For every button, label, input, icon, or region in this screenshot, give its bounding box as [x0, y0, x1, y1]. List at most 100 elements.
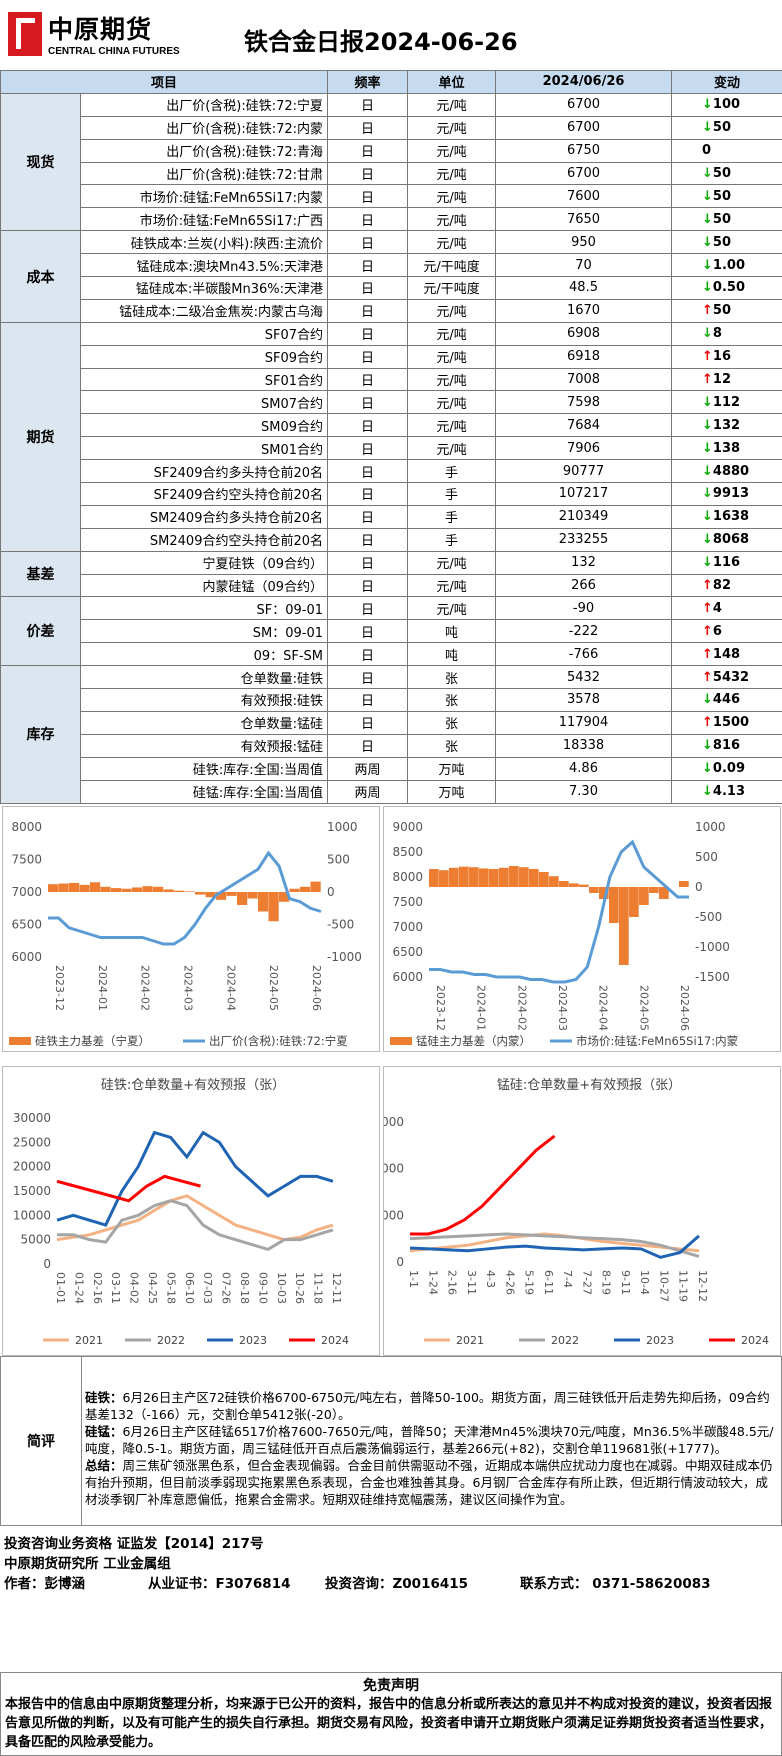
item-cell: 09：SF-SM — [79, 642, 329, 667]
frequency-cell: 两周 — [327, 779, 409, 804]
change-value: 50 — [712, 211, 732, 227]
chart-title: 锰硅:仓单数量+有效预报（张） — [497, 1078, 681, 1093]
x-tick-label: 12-11 — [330, 1272, 343, 1304]
x-tick-label: 8-19 — [600, 1270, 613, 1295]
basis-bar — [132, 887, 143, 892]
change-value: 116 — [712, 555, 741, 571]
change-cell: ↓50 — [671, 115, 782, 140]
frequency-cell: 日 — [327, 688, 409, 712]
logo-english: CENTRAL CHINA FUTURES — [48, 46, 180, 57]
x-tick-label: 2024-06 — [310, 965, 323, 1011]
change-value: 82 — [712, 578, 732, 594]
unit-cell: 手 — [407, 527, 497, 552]
table-row: 成本 硅铁成本:兰炭(小料):陕西:主流价日元/吨 950 ↓50 — [0, 230, 782, 323]
change-cell: ↓0.50 — [671, 276, 782, 300]
table-row: SM07合约日元/吨 7598 ↓112 — [1, 390, 782, 415]
arrow-up-icon: ↑ — [702, 623, 713, 639]
frequency-cell: 日 — [327, 276, 409, 300]
item-cell: 宁夏硅铁（09合约） — [79, 550, 329, 575]
value-cell: 7906 — [495, 436, 673, 461]
x-tick-label: 2024-05 — [267, 965, 280, 1011]
change-value: 0.09 — [712, 761, 745, 777]
basis-bar — [111, 888, 122, 892]
header-change: 变动 — [671, 70, 782, 94]
frequency-cell: 日 — [327, 504, 409, 529]
y-tick-label: 0 — [43, 1257, 51, 1271]
table-row: SM：09-01 日吨 -222 ↑6 — [1, 619, 782, 644]
x-tick-label: 7-4 — [561, 1270, 574, 1288]
change-value: 100 — [712, 97, 741, 113]
x-tick-label: 2024-03 — [182, 965, 195, 1011]
value-cell: 7598 — [495, 390, 673, 415]
sm-warrant-chart: 锰硅:仓单数量+有效预报（张） 0 50000 100000 150000 1-1 1-24… — [358, 1078, 769, 1347]
value-cell: 4.86 — [495, 756, 673, 781]
legend-label: 2024 — [741, 1334, 769, 1347]
unit-cell: 万吨 — [407, 756, 497, 781]
unit-cell: 元/吨 — [407, 161, 497, 186]
change-value: 148 — [712, 646, 741, 662]
y-tick-label: 15000 — [13, 1184, 51, 1198]
x-tick-label: 3-11 — [465, 1270, 478, 1295]
table-row: 内蒙硅锰（09合约）日元/吨 266 ↑82 — [1, 573, 782, 598]
frequency-cell: 日 — [327, 413, 409, 438]
unit-cell: 元/吨 — [407, 344, 497, 369]
arrow-down-icon: ↓ — [702, 532, 713, 548]
change-cell: ↓8 — [671, 321, 782, 346]
arrow-down-icon: ↓ — [702, 326, 713, 342]
change-value: 1500 — [712, 715, 750, 731]
basis-bar — [549, 876, 559, 887]
arrow-up-icon: ↑ — [702, 372, 713, 388]
change-cell: ↓446 — [671, 688, 782, 712]
item-cell: 有效预报:锰硅 — [79, 733, 329, 758]
item-cell: 市场价:硅锰:FeMn65Si17:广西 — [79, 207, 329, 232]
category-cell: 库存 — [0, 665, 81, 804]
arrow-up-icon: ↑ — [702, 600, 713, 616]
value-cell: 70 — [495, 253, 673, 278]
change-cell: ↓100 — [671, 92, 782, 117]
value-cell: 1670 — [495, 298, 673, 323]
table-row: SM01合约日元/吨 7906 ↓138 — [1, 436, 782, 461]
table-row: SF2409合约多头持仓前20名日手 90777 ↓4880 — [1, 459, 782, 484]
change-cell: ↓0.09 — [671, 756, 782, 781]
frequency-cell: 日 — [327, 230, 409, 255]
value-cell: 210349 — [495, 504, 673, 529]
basis-bar — [268, 892, 279, 922]
table-row: 09：SF-SM 日吨 -766 ↑148 — [1, 642, 782, 667]
item-cell: 出厂价(含税):硅铁:72:宁夏 — [79, 92, 329, 117]
change-cell: ↑5432 — [671, 665, 782, 690]
value-cell: 233255 — [495, 527, 673, 552]
item-cell: SF07合约 — [79, 321, 329, 346]
arrow-down-icon: ↓ — [702, 188, 713, 204]
arrow-down-icon: ↓ — [702, 555, 713, 571]
value-cell: 6700 — [495, 115, 673, 140]
y2-tick-label: -500 — [695, 910, 722, 924]
unit-cell: 元/吨 — [407, 321, 497, 346]
table-row: 锰硅成本:半碳酸Mn36%:天津港日元/干吨度 48.5 ↓0.50 — [1, 276, 782, 300]
legend-label: 2024 — [321, 1334, 349, 1347]
unit-cell: 元/吨 — [407, 298, 497, 323]
table-row: 期货 SF07合约日元/吨 6908 ↓8 — [0, 321, 782, 552]
change-value: 4.13 — [712, 784, 745, 800]
change-cell: ↑6 — [671, 619, 782, 644]
change-cell: ↑50 — [671, 298, 782, 323]
unit-cell: 元/吨 — [407, 413, 497, 438]
category-cell: 期货 — [0, 321, 81, 552]
change-cell: ↓50 — [671, 230, 782, 255]
legend-label: 2021 — [75, 1334, 103, 1347]
arrow-down-icon: ↓ — [702, 738, 713, 754]
arrow-up-icon: ↑ — [702, 646, 713, 662]
change-cell: ↑4 — [671, 596, 782, 621]
table-row: 现货 出厂价(含税):硅铁:72:宁夏日元/吨 6700 ↓100 — [0, 92, 782, 232]
arrow-down-icon: ↓ — [702, 280, 713, 296]
commentary-label: 简评 — [1, 1357, 82, 1525]
series-line — [56, 1194, 334, 1242]
unit-cell: 元/吨 — [407, 115, 497, 140]
table-row: 有效预报:硅铁日张 3578 ↓446 — [1, 688, 782, 712]
item-cell: 锰硅成本:二级冶金焦炭:内蒙古乌海 — [79, 298, 329, 323]
legend-label: 2022 — [551, 1334, 579, 1347]
x-tick-label: 05-18 — [164, 1272, 177, 1304]
category-cell: 成本 — [0, 230, 81, 323]
change-value: 50 — [712, 303, 732, 319]
value-cell: 107217 — [495, 482, 673, 506]
unit-cell: 张 — [407, 733, 497, 758]
